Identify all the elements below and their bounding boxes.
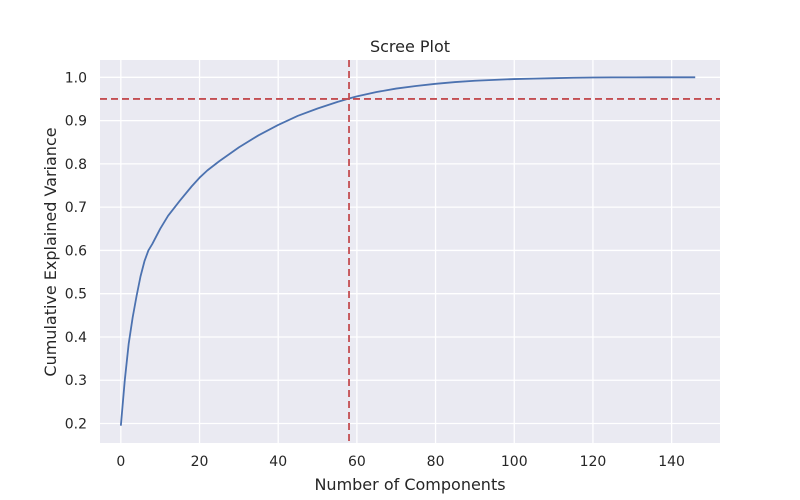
x-tick-label: 40 bbox=[269, 454, 287, 470]
y-tick-label: 0.2 bbox=[65, 417, 87, 433]
x-tick-label: 120 bbox=[580, 454, 607, 470]
x-tick-label: 0 bbox=[116, 454, 125, 470]
y-tick-label: 0.8 bbox=[65, 157, 87, 173]
x-tick-label: 100 bbox=[501, 454, 528, 470]
y-tick-label: 1.0 bbox=[65, 70, 87, 86]
y-tick-label: 0.4 bbox=[65, 330, 87, 346]
line-layer bbox=[119, 76, 696, 426]
cumulative-variance-line bbox=[119, 76, 696, 426]
tick-labels-layer: 0 20 40 60 80 100 120 140 0.2 0.3 0.4 0.5 0.6 0.7 0.8 0… bbox=[65, 70, 685, 470]
x-axis-title: Number of Components bbox=[314, 475, 505, 494]
y-tick-label: 0.7 bbox=[65, 200, 87, 216]
plot-area bbox=[100, 60, 720, 443]
y-axis-title: Cumulative Explained Variance bbox=[41, 127, 60, 376]
chart-title: Scree Plot bbox=[370, 37, 450, 56]
y-tick-label: 0.5 bbox=[65, 287, 87, 303]
x-tick-label: 60 bbox=[348, 454, 366, 470]
reference-lines-layer bbox=[100, 60, 720, 443]
y-tick-label: 0.3 bbox=[65, 373, 87, 389]
x-tick-label: 80 bbox=[427, 454, 445, 470]
x-tick-label: 20 bbox=[191, 454, 209, 470]
y-tick-label: 0.9 bbox=[65, 114, 87, 130]
x-tick-label: 140 bbox=[658, 454, 685, 470]
y-tick-label: 0.6 bbox=[65, 243, 87, 259]
grid-layer bbox=[100, 60, 720, 443]
